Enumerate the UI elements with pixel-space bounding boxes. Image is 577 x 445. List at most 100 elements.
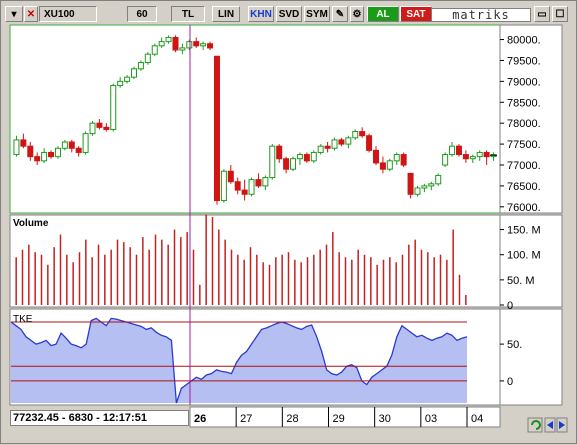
candle-body — [13, 139, 20, 156]
date-tick-label: 29 — [333, 413, 345, 425]
candle-body — [220, 170, 227, 202]
candle-body — [200, 43, 207, 47]
candle-body — [27, 145, 34, 158]
candle-body — [165, 36, 172, 43]
candle-body — [386, 160, 393, 170]
candle-body — [435, 174, 442, 185]
candle-body — [303, 154, 310, 162]
candle-body — [359, 131, 366, 137]
cursor-date-label: 26 — [194, 413, 206, 425]
currency-selector[interactable]: TL — [171, 6, 205, 22]
tke-title: TKE — [13, 314, 33, 325]
candle-body — [158, 41, 165, 47]
candle-body — [248, 179, 255, 195]
scroll-left-icon[interactable] — [544, 417, 556, 433]
candle-body — [193, 41, 200, 47]
candle-body — [310, 151, 317, 162]
candle-body — [262, 177, 269, 187]
date-tick-label: 30 — [379, 413, 391, 425]
candle-body — [61, 141, 68, 149]
candle-body — [428, 183, 435, 187]
period-selector[interactable]: 60 — [127, 6, 157, 22]
candle-body — [331, 139, 338, 149]
date-tick-label: 03 — [425, 413, 437, 425]
tke-tick-label: 50. — [507, 339, 522, 351]
candle-body — [276, 145, 283, 160]
candle-body — [48, 151, 55, 158]
candle-body — [41, 151, 48, 162]
price-tick-label: 80000. — [507, 35, 541, 47]
volume-tick-label: 50. M — [507, 275, 535, 287]
candle-body — [317, 145, 324, 153]
candle-body — [110, 85, 117, 130]
price-tick-label: 76000. — [507, 202, 541, 214]
candle-body — [82, 133, 89, 153]
candle-body — [34, 156, 41, 162]
candle-body — [400, 154, 407, 166]
brand-logo: matriks — [431, 8, 531, 22]
candle-body — [241, 189, 248, 195]
edit-icon[interactable]: ✎ — [332, 6, 348, 22]
volume-title: Volume — [13, 218, 49, 229]
candle-body — [186, 41, 193, 49]
refresh-icon[interactable] — [527, 417, 543, 433]
candle-body — [373, 149, 379, 164]
minimize-icon[interactable]: ▭ — [534, 6, 550, 22]
candle-body — [476, 151, 483, 158]
date-axis — [189, 406, 501, 428]
close-icon[interactable]: ✕ — [24, 6, 38, 22]
price-tick-label: 78000. — [507, 118, 541, 130]
symbol-selector[interactable]: XU100 — [39, 6, 97, 22]
buy-button[interactable]: AL — [367, 6, 399, 22]
candle-body — [345, 137, 352, 145]
candle-body — [213, 55, 220, 202]
candle-body — [179, 47, 186, 51]
candle-body — [283, 158, 290, 170]
candle-body — [393, 154, 400, 162]
candle-body — [172, 36, 179, 51]
scroll-right-icon[interactable] — [556, 417, 568, 433]
dropdown-arrow-icon[interactable]: ▾ — [5, 6, 23, 22]
candle-body — [207, 43, 214, 49]
candle-body — [379, 162, 386, 170]
candle-body — [137, 62, 144, 70]
price-tick-label: 76500. — [507, 181, 541, 193]
candle-body — [442, 154, 449, 166]
candle-body — [414, 187, 421, 195]
tke-axis — [499, 308, 563, 406]
candle-body — [124, 76, 131, 82]
date-tick-label: 27 — [240, 413, 252, 425]
candle-body — [54, 147, 61, 158]
price-tick-label: 77500. — [507, 139, 541, 151]
settings-icon[interactable]: ⚙ — [350, 6, 364, 22]
candle-body — [144, 53, 151, 64]
candle-body — [234, 181, 241, 191]
candle-body — [338, 139, 345, 145]
candle-body — [117, 80, 124, 87]
candle-body — [96, 122, 103, 128]
tke-area — [11, 318, 467, 403]
volume-tick-label: 150. M — [507, 225, 541, 237]
candle-body — [421, 185, 428, 189]
price-tick-label: 78500. — [507, 97, 541, 109]
candle-body — [269, 145, 276, 179]
candle-body — [20, 139, 27, 147]
candle-body — [324, 145, 331, 149]
volume-tick-label: 0 — [507, 300, 513, 312]
candle-body — [151, 45, 158, 55]
expand-icon[interactable]: ☐ — [552, 6, 568, 22]
candle-body — [89, 122, 96, 135]
price-tick-label: 77000. — [507, 160, 541, 172]
khn-button[interactable]: KHN — [248, 6, 274, 22]
volume-axis — [499, 214, 563, 308]
svd-button[interactable]: SVD — [276, 6, 302, 22]
date-tick-label: 04 — [471, 413, 483, 425]
scale-button[interactable]: LIN — [212, 6, 240, 22]
volume-panel — [9, 214, 501, 308]
sym-button[interactable]: SYM — [304, 6, 330, 22]
price-tick-label: 79000. — [507, 76, 541, 88]
candle-body — [103, 126, 110, 130]
candle-body — [255, 179, 262, 187]
